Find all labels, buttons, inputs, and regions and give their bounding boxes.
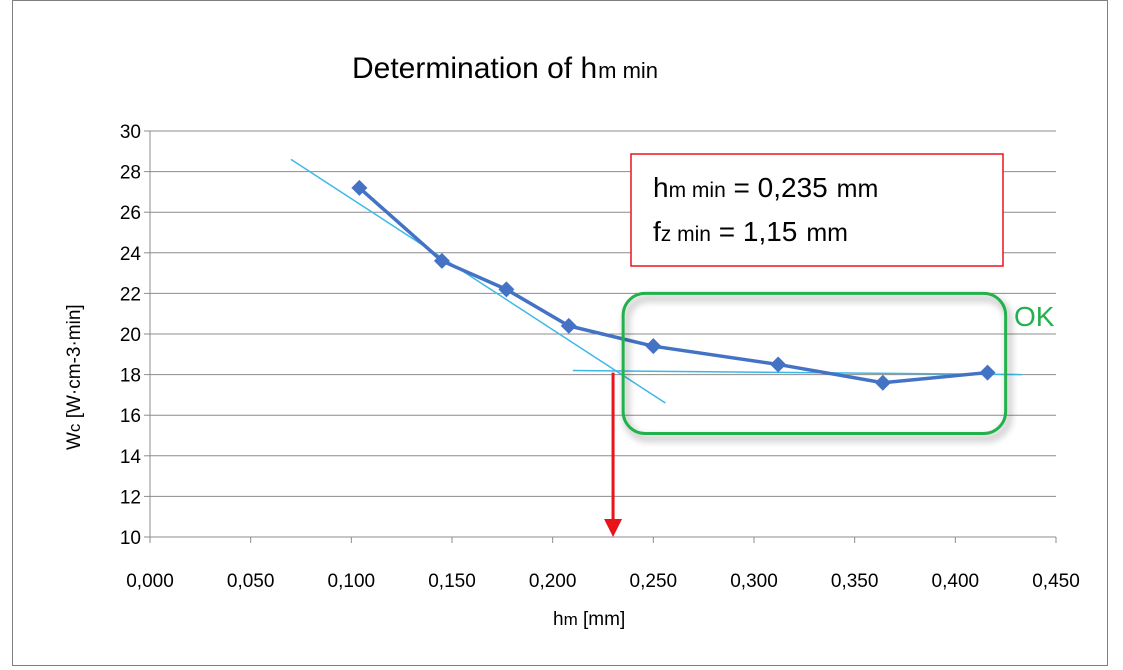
trend-line (291, 159, 665, 403)
x-tick-label: 0,350 (831, 571, 879, 592)
y-tick-label: 20 (120, 325, 141, 346)
data-point (875, 375, 891, 391)
x-tick-label: 0,050 (227, 571, 275, 592)
x-tick-label: 0,300 (730, 571, 778, 592)
data-point (645, 338, 661, 354)
y-tick-label: 12 (120, 487, 141, 508)
y-tick-label: 30 (120, 122, 141, 143)
y-tick-label: 10 (120, 528, 141, 549)
x-tick-label: 0,450 (1032, 571, 1080, 592)
y-axis-label: Wc [W·cm-3·min] (64, 304, 85, 450)
annotation-box (631, 154, 1003, 266)
y-tick-label: 16 (120, 406, 141, 427)
x-tick-label: 0,250 (630, 571, 678, 592)
y-tick-label: 18 (120, 366, 141, 387)
data-point (980, 365, 996, 381)
x-tick-label: 0,000 (126, 571, 174, 592)
y-tick-label: 22 (120, 284, 141, 305)
arrow-head (604, 519, 622, 537)
trend-line (573, 371, 1022, 375)
ok-region-box (623, 293, 1006, 433)
y-tick-label: 28 (120, 163, 141, 184)
ok-label: OK (1014, 301, 1055, 332)
data-point (561, 318, 577, 334)
x-tick-label: 0,150 (428, 571, 476, 592)
x-tick-label: 0,200 (529, 571, 577, 592)
y-tick-label: 14 (120, 447, 142, 468)
data-point (770, 356, 786, 372)
x-axis-label: hm [mm] (553, 609, 625, 630)
min-arrow (604, 373, 622, 537)
chart-title: Determination of hm min (352, 52, 658, 85)
y-tick-label: 24 (120, 244, 142, 265)
y-tick-label: 26 (120, 203, 141, 224)
data-point (498, 281, 514, 297)
x-tick-label: 0,100 (328, 571, 376, 592)
x-tick-label: 0,400 (932, 571, 980, 592)
